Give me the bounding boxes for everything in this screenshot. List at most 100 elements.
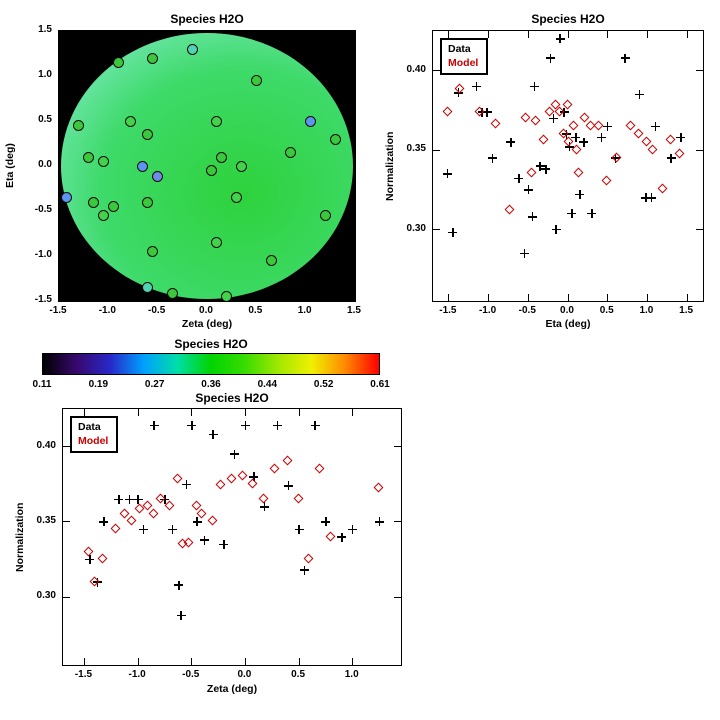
legend: Data Model [440, 38, 489, 75]
data-point-marker [514, 174, 524, 184]
zeta-scatter-title: Species H2O [195, 391, 269, 405]
map-data-circle [152, 171, 164, 183]
data-point-marker [546, 53, 556, 63]
x-tick-label: 0.5 [599, 305, 614, 316]
x-tick-mark [83, 658, 85, 665]
data-point-marker [167, 524, 177, 534]
data-point-marker [634, 90, 644, 100]
model-point-marker [226, 473, 237, 484]
x-tick-mark [646, 294, 648, 301]
y-tick-label: 0.35 [406, 143, 426, 155]
data-point-marker [448, 228, 458, 238]
data-point-marker [125, 494, 135, 504]
map-data-circle [211, 115, 223, 127]
x-tick-mark [191, 658, 193, 665]
x-tick-mark [137, 409, 139, 416]
data-point-marker [187, 421, 197, 431]
map-data-circle [97, 210, 109, 221]
x-tick-mark [298, 658, 300, 665]
data-point-marker [549, 113, 559, 123]
colorbar-tick-label: 0.61 [370, 379, 390, 390]
y-tick-mark [433, 70, 440, 72]
model-point-marker [269, 463, 280, 474]
map-data-circle [166, 288, 178, 300]
x-tick-label: 0.0 [199, 305, 213, 316]
model-point-marker [526, 167, 537, 178]
data-point-marker [208, 430, 218, 440]
data-point-marker [273, 421, 283, 431]
model-point-marker [119, 508, 130, 519]
model-point-marker [148, 508, 159, 519]
data-point-marker [337, 532, 347, 542]
x-tick-label: -1.5 [49, 305, 67, 316]
x-tick-label: 1.5 [679, 305, 694, 316]
data-point-marker [85, 555, 95, 565]
x-tick-mark [244, 658, 246, 665]
y-tick-label: 0.30 [406, 222, 426, 234]
y-tick-label: 0.40 [406, 63, 426, 75]
model-point-marker [126, 515, 137, 526]
model-point-marker [538, 134, 549, 145]
y-tick-mark [63, 446, 70, 448]
zeta-scatter-x-axis-label: Zeta (deg) [206, 683, 258, 695]
colorbar-tick-label: 0.52 [313, 379, 334, 390]
data-point-marker [559, 107, 569, 117]
data-point-marker [676, 132, 686, 142]
y-tick-label: 0.40 [36, 439, 56, 451]
data-point-marker [299, 565, 309, 575]
data-point-marker [603, 121, 613, 131]
x-tick-mark [646, 31, 648, 38]
map-data-circle [61, 192, 73, 203]
colorbar-tick-label: 0.19 [88, 379, 109, 390]
eta-scatter-x-axis-label: Eta (deg) [545, 318, 591, 330]
y-tick-label: 0.0 [38, 159, 52, 170]
data-point-marker [488, 153, 498, 163]
data-point-marker [160, 494, 170, 504]
data-point-marker [620, 53, 630, 63]
data-point-marker [174, 580, 184, 590]
data-point-marker [611, 153, 621, 163]
model-point-marker [325, 531, 336, 541]
x-tick-mark [191, 409, 193, 416]
legend: Data Model [70, 416, 119, 453]
x-tick-mark [488, 294, 490, 301]
x-tick-label: -1.5 [439, 305, 457, 316]
data-point-marker [192, 517, 202, 527]
map-data-circle [147, 246, 159, 257]
y-tick-label: 1.5 [38, 24, 52, 35]
data-point-marker [181, 479, 191, 489]
x-tick-mark [527, 294, 529, 301]
data-point-marker [551, 225, 561, 235]
x-tick-label: 1.0 [297, 305, 312, 316]
colorbar-tick-label: 0.27 [144, 379, 165, 390]
model-point-marker [207, 515, 218, 526]
x-tick-mark [352, 658, 354, 665]
map-x-axis-label: Zeta (deg) [181, 318, 233, 330]
data-point-marker [149, 421, 159, 431]
data-point-marker [575, 190, 585, 200]
y-tick-mark [63, 521, 70, 523]
map-data-circle [88, 196, 100, 208]
data-point-marker [472, 82, 482, 92]
model-point-marker [573, 167, 584, 178]
colorbar [42, 353, 380, 375]
y-tick-label: -1.0 [34, 249, 52, 260]
map-data-circle [142, 129, 154, 140]
x-tick-mark [686, 294, 688, 301]
map-data-circle [124, 115, 136, 127]
map-data-circle [265, 255, 277, 266]
y-tick-label: -1.5 [34, 294, 52, 305]
map-data-circle [142, 282, 154, 293]
map-data-circle [216, 151, 228, 163]
map-data-circle [250, 75, 262, 86]
x-tick-label: 1.5 [347, 305, 361, 316]
model-point-marker [97, 553, 108, 564]
y-tick-label: 0.5 [38, 114, 52, 125]
data-point-marker [530, 82, 540, 92]
y-tick-label: 1.0 [38, 69, 52, 80]
x-tick-mark [448, 31, 450, 38]
data-point-marker [442, 169, 452, 179]
model-point-marker [520, 112, 531, 123]
y-tick-mark [696, 149, 703, 151]
y-tick-mark [63, 596, 70, 598]
